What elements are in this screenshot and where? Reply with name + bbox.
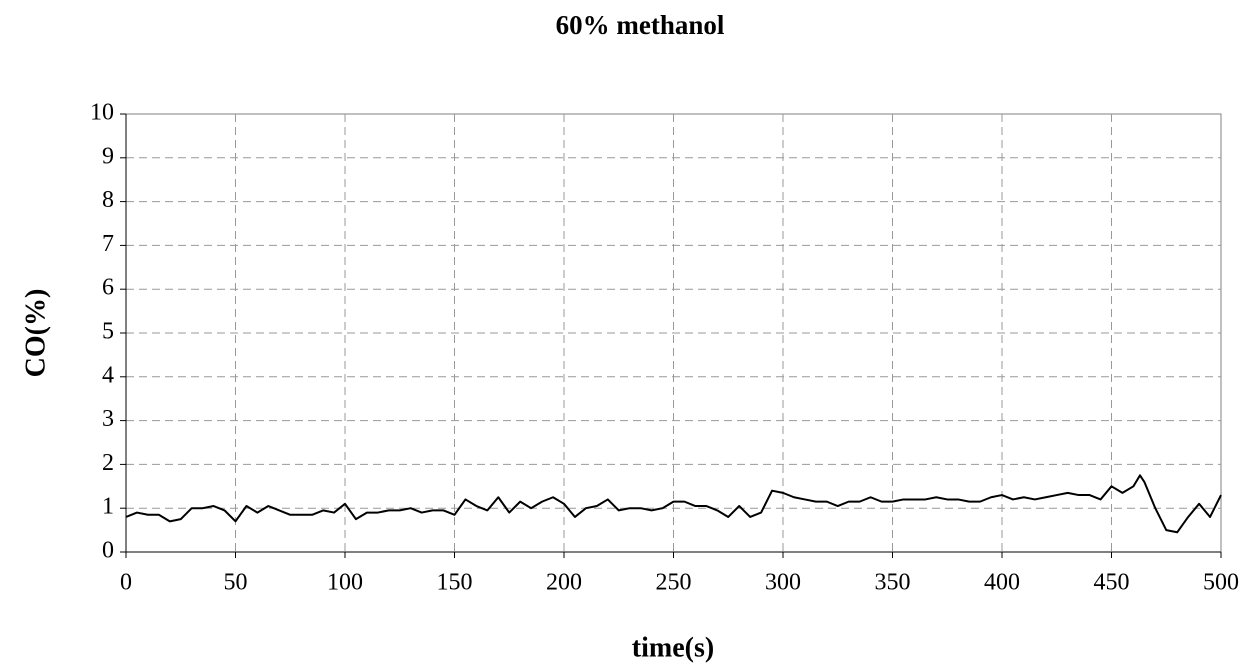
data-line [125,474,1222,534]
x-tick-label: 200 [546,570,582,596]
x-tick-label: 500 [1203,570,1239,596]
x-tick-label: 150 [437,570,473,596]
y-tick-label: 6 [102,275,114,301]
x-tick-label: 100 [327,570,363,596]
x-tick-label: 400 [984,570,1020,596]
y-axis-label: CO(%) [20,289,51,378]
x-tick-label: 0 [120,570,132,596]
x-tick-label: 300 [765,570,801,596]
y-tick-label: 3 [102,406,114,432]
y-tick-label: 2 [102,450,114,476]
chart-title: 60% methanol [556,10,725,40]
y-tick-label: 7 [102,231,114,257]
x-tick-label: 350 [875,570,911,596]
x-tick-label: 450 [1094,570,1130,596]
y-tick-label: 0 [102,538,114,564]
y-tick-label: 9 [102,143,114,169]
y-tick-label: 5 [102,319,114,345]
y-tick-label: 4 [102,362,114,388]
x-axis-label: time(s) [632,632,714,663]
y-tick-label: 8 [102,187,114,213]
x-tick-label: 250 [656,570,692,596]
x-tick-label: 50 [224,570,248,596]
y-tick-label: 10 [90,100,114,126]
y-tick-label: 1 [102,494,114,520]
